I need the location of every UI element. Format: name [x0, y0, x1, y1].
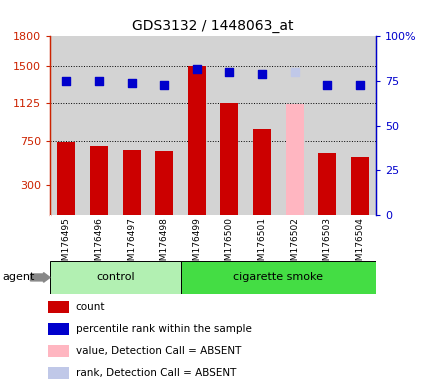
Bar [350, 157, 368, 215]
Text: GSM176503: GSM176503 [322, 217, 331, 272]
Bar [122, 149, 140, 215]
Bar [187, 66, 205, 215]
Bar [48, 323, 69, 335]
Text: GSM176499: GSM176499 [192, 217, 201, 272]
Text: GSM176500: GSM176500 [224, 217, 233, 272]
Text: value, Detection Call = ABSENT: value, Detection Call = ABSENT [76, 346, 240, 356]
Text: GSM176498: GSM176498 [159, 217, 168, 272]
Bar [220, 103, 238, 215]
Bar [253, 129, 270, 215]
Bar [90, 146, 108, 215]
Text: GSM176501: GSM176501 [257, 217, 266, 272]
Bar [48, 301, 69, 313]
Point [128, 80, 135, 86]
Title: GDS3132 / 1448063_at: GDS3132 / 1448063_at [132, 19, 293, 33]
Bar [57, 142, 75, 215]
Point [193, 66, 200, 72]
Bar [48, 345, 69, 357]
Text: GSM176497: GSM176497 [127, 217, 136, 272]
Bar [285, 104, 303, 215]
Bar [155, 151, 173, 215]
Bar [50, 261, 180, 294]
Point [258, 71, 265, 77]
Text: agent: agent [2, 272, 34, 283]
Text: control: control [96, 272, 134, 283]
Text: rank, Detection Call = ABSENT: rank, Detection Call = ABSENT [76, 368, 236, 378]
Text: GSM176495: GSM176495 [62, 217, 71, 272]
Text: GSM176502: GSM176502 [289, 217, 299, 272]
Point [226, 69, 233, 75]
Bar [180, 261, 375, 294]
Text: percentile rank within the sample: percentile rank within the sample [76, 324, 251, 334]
Point [356, 82, 363, 88]
Point [62, 78, 69, 84]
Point [290, 69, 297, 75]
Text: cigarette smoke: cigarette smoke [233, 272, 322, 283]
Point [323, 82, 330, 88]
Text: count: count [76, 302, 105, 312]
Point [161, 82, 168, 88]
Point [95, 78, 102, 84]
Bar [48, 367, 69, 379]
Text: GSM176504: GSM176504 [355, 217, 364, 272]
Bar [318, 152, 335, 215]
Text: GSM176496: GSM176496 [94, 217, 103, 272]
